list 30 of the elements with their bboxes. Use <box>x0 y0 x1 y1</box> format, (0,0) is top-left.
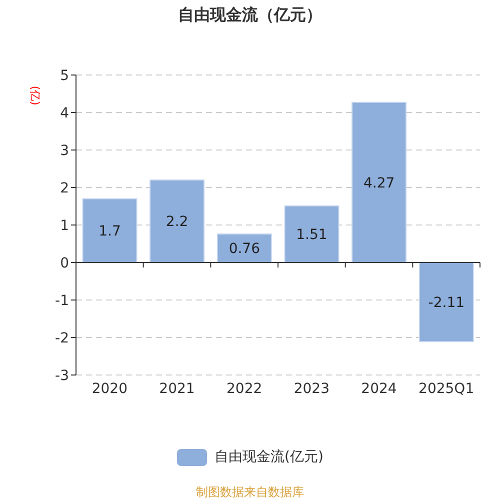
data-label: 0.76 <box>228 241 260 258</box>
y-tick-label: -1 <box>55 292 69 309</box>
x-tick-label: 2025Q1 <box>418 380 474 397</box>
text: 制图数据来自数据库 <box>196 485 304 499</box>
y-tick-label: 5 <box>60 68 69 84</box>
chart-title: 自由现金流（亿元） <box>178 5 322 24</box>
y-tick-label: -3 <box>55 368 69 384</box>
data-label: -2.11 <box>428 295 465 312</box>
y-tick-label: 1 <box>60 218 69 234</box>
y-tick-label: 4 <box>60 105 70 122</box>
y-tick-label: -2 <box>55 330 69 346</box>
y-tick-label: 3 <box>60 142 69 159</box>
y-tick-label: 0 <box>60 255 69 272</box>
data-label: 1.7 <box>98 224 121 240</box>
y-axis-title: (亿) <box>28 86 42 106</box>
x-tick-label: 2020 <box>92 380 128 397</box>
bar <box>150 180 205 263</box>
bar <box>82 198 138 263</box>
x-tick-label: 2021 <box>159 380 195 397</box>
x-tick-label: 2024 <box>361 380 397 397</box>
data-label: 1.51 <box>296 227 328 244</box>
legend-label: 自由现金流(亿元) <box>214 449 324 465</box>
bar <box>352 102 407 263</box>
bar <box>284 205 340 263</box>
data-label: 4.27 <box>363 175 395 192</box>
x-tick-label: 2022 <box>226 380 262 397</box>
bar <box>418 262 474 342</box>
x-tick-label: 2023 <box>294 380 330 397</box>
y-tick-label: 2 <box>60 180 69 196</box>
data-label: 2.2 <box>166 214 188 230</box>
